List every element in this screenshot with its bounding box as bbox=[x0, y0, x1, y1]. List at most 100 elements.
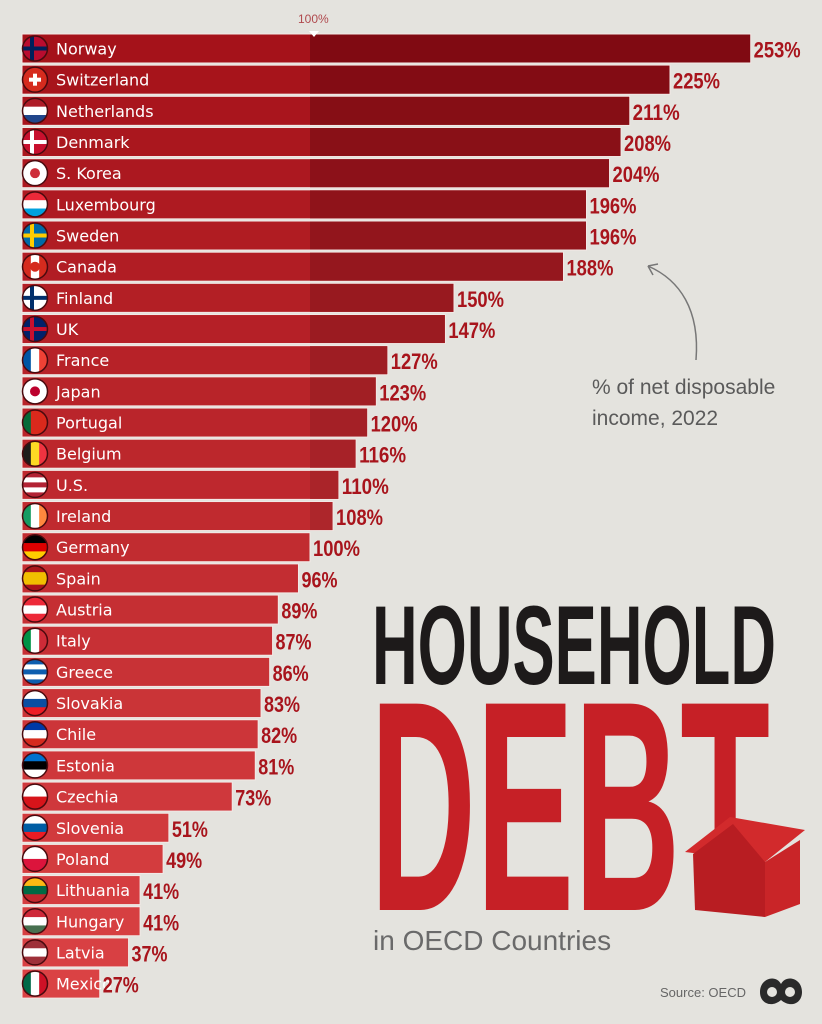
bar-row: UK 147% bbox=[21, 314, 495, 345]
reference-label: 100% bbox=[298, 12, 329, 26]
flag-icon bbox=[22, 939, 48, 965]
flag-icon bbox=[22, 752, 48, 778]
flag-icon bbox=[22, 721, 48, 747]
flag-icon bbox=[22, 908, 48, 934]
value-label: 204% bbox=[613, 162, 660, 187]
value-label: 73% bbox=[235, 786, 271, 811]
bar bbox=[21, 656, 271, 687]
flag-icon bbox=[22, 846, 48, 872]
bar-row: Slovenia 51% bbox=[21, 812, 208, 843]
bar-row: Switzerland 225% bbox=[21, 64, 720, 95]
bar-over-100 bbox=[310, 502, 333, 531]
bar-row: Greece 86% bbox=[21, 656, 309, 687]
source: Source: OECD bbox=[660, 985, 746, 1000]
flag-icon bbox=[22, 98, 48, 124]
bar-over-100 bbox=[310, 190, 586, 219]
title-household: HOUSEHOLD bbox=[372, 600, 776, 690]
bar-row: Sweden 196% bbox=[21, 220, 636, 251]
value-label: 120% bbox=[371, 412, 418, 437]
country-label: Austria bbox=[56, 601, 113, 620]
bar-row: Germany 100% bbox=[21, 532, 360, 563]
value-label: 188% bbox=[566, 256, 613, 281]
bar-over-100 bbox=[310, 346, 388, 375]
publisher-logo-icon bbox=[760, 978, 802, 1005]
value-label: 82% bbox=[261, 723, 297, 748]
flag-icon bbox=[22, 597, 48, 623]
bar-row: Netherlands 211% bbox=[21, 95, 680, 126]
value-label: 225% bbox=[673, 69, 720, 94]
flag-icon bbox=[22, 565, 48, 591]
country-label: Mexico bbox=[56, 975, 112, 994]
bar bbox=[21, 688, 262, 719]
flag-icon bbox=[22, 659, 48, 685]
annotation-arrow-icon bbox=[647, 263, 698, 361]
bar-row: Austria 89% bbox=[21, 594, 317, 625]
country-label: Germany bbox=[56, 538, 130, 557]
country-label: Italy bbox=[56, 632, 91, 651]
flag-icon bbox=[22, 36, 48, 61]
value-label: 37% bbox=[132, 941, 168, 966]
country-label: Finland bbox=[56, 289, 113, 308]
bar-row: Poland 49% bbox=[21, 843, 202, 874]
bar bbox=[21, 719, 259, 750]
flag-icon bbox=[22, 503, 48, 529]
bar-row: Canada 188% bbox=[21, 251, 613, 282]
bar-over-100 bbox=[310, 128, 621, 157]
bar-row: U.S. 110% bbox=[21, 469, 389, 500]
annotation-line1: % of net disposable bbox=[592, 376, 776, 399]
bar bbox=[21, 594, 279, 625]
value-label: 87% bbox=[276, 630, 312, 655]
value-label: 110% bbox=[342, 474, 389, 499]
bar bbox=[21, 501, 334, 532]
value-label: 123% bbox=[379, 380, 426, 405]
bar-over-100 bbox=[310, 377, 376, 406]
country-label: Poland bbox=[56, 850, 109, 869]
value-label: 51% bbox=[172, 817, 208, 842]
house-icon bbox=[685, 817, 805, 917]
flag-icon bbox=[22, 472, 48, 498]
country-label: Lithuania bbox=[56, 881, 130, 900]
value-label: 86% bbox=[273, 661, 309, 686]
country-label: Belgium bbox=[56, 445, 122, 464]
bar bbox=[21, 469, 340, 500]
bar-row: S. Korea 204% bbox=[21, 158, 660, 189]
country-label: Hungary bbox=[56, 912, 124, 931]
country-label: Spain bbox=[56, 569, 101, 588]
bar-row: Finland 150% bbox=[21, 282, 504, 313]
flag-icon bbox=[22, 971, 48, 997]
annotation: % of net disposable income, 2022 bbox=[592, 372, 792, 434]
flag-icon bbox=[22, 191, 48, 217]
bar-row: Lithuania 41% bbox=[21, 875, 179, 906]
bar-row: France 127% bbox=[21, 345, 438, 376]
bar-row: Spain 96% bbox=[21, 563, 337, 594]
country-label: Portugal bbox=[56, 414, 122, 433]
flag-icon bbox=[22, 690, 48, 716]
country-label: Latvia bbox=[56, 943, 105, 962]
country-label: Greece bbox=[56, 663, 113, 682]
bar-row: Denmark 208% bbox=[21, 127, 671, 158]
country-label: Denmark bbox=[56, 133, 130, 152]
bar-over-100 bbox=[310, 439, 356, 468]
country-label: UK bbox=[56, 320, 79, 339]
bar-row: Estonia 81% bbox=[21, 750, 294, 781]
value-label: 81% bbox=[258, 754, 294, 779]
country-label: Estonia bbox=[56, 756, 115, 775]
flag-icon bbox=[22, 534, 48, 560]
value-label: 41% bbox=[143, 910, 179, 935]
bar-over-100 bbox=[310, 315, 445, 344]
value-label: 211% bbox=[633, 100, 680, 125]
bar-over-100 bbox=[310, 159, 610, 188]
bar-over-100 bbox=[310, 283, 454, 312]
bar-row: Slovakia 83% bbox=[21, 688, 300, 719]
value-label: 127% bbox=[391, 349, 438, 374]
bar-over-100 bbox=[310, 96, 630, 125]
bar-over-100 bbox=[310, 34, 751, 63]
flag-icon bbox=[22, 815, 48, 841]
bar-row: Japan 123% bbox=[21, 376, 426, 407]
country-label: Canada bbox=[56, 258, 117, 277]
country-label: Czechia bbox=[56, 788, 119, 807]
country-label: Slovenia bbox=[56, 819, 124, 838]
country-label: Chile bbox=[56, 725, 96, 744]
value-label: 150% bbox=[457, 287, 504, 312]
